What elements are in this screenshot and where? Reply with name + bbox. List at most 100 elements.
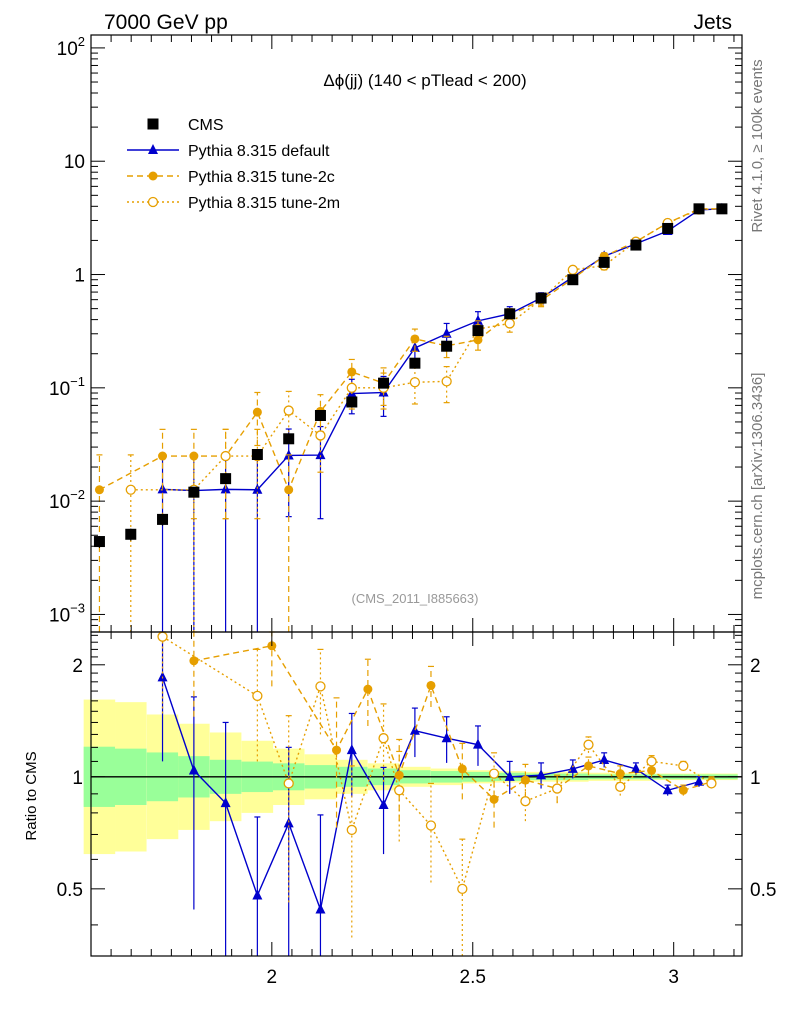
x-tick-label: 2	[267, 967, 278, 988]
ratio-line	[161, 677, 700, 913]
data-point	[147, 118, 159, 130]
data-point	[441, 340, 453, 352]
mc-point-filled	[520, 775, 530, 785]
mc-point-triangle	[504, 770, 515, 781]
ratio-y-tick-label-right: 2	[750, 656, 761, 677]
series-line	[130, 208, 722, 491]
data-point	[157, 513, 169, 525]
ratio-y-tick-label: 0.5	[57, 880, 83, 901]
ratio-y-tick-label: 2	[72, 656, 83, 677]
ratio-pythia-8-315-tune-2c	[189, 631, 716, 828]
y-tick-label: 10−3	[49, 600, 85, 626]
ratio-y-tick-label: 1	[72, 768, 83, 789]
mc-point-open	[504, 318, 515, 329]
y-tick-label: 10−1	[49, 374, 85, 400]
mc-point-open	[378, 733, 389, 744]
mc-point-triangle	[662, 784, 673, 795]
main-panel: 10−3 10−2 10−1 1 10 102 Δϕ(jj) (140 < pTlead …	[49, 34, 743, 633]
mc-point-filled	[347, 367, 357, 377]
legend-item: CMS	[147, 117, 224, 134]
mc-point-open	[706, 778, 717, 789]
data-point	[93, 536, 105, 548]
mc-point-filled	[426, 680, 436, 690]
mc-point-open	[346, 382, 357, 393]
mc-point-open	[520, 796, 531, 807]
mc-point-open	[252, 690, 263, 702]
mc-point-open	[283, 778, 294, 789]
mc-point-open	[646, 756, 657, 767]
ratio-panel: 0.5 0.5 1 1 2 2 2 2.5 3 Ratio to CMS	[23, 631, 776, 988]
data-point	[346, 396, 358, 408]
analysis-watermark: (CMS_2011_I885663)	[352, 591, 479, 606]
data-point	[283, 433, 295, 445]
mc-point-open	[457, 883, 468, 894]
data-point	[662, 222, 674, 234]
mc-point-open	[678, 760, 689, 772]
mc-point-open	[220, 450, 231, 462]
legend-item: Pythia 8.315 default	[127, 143, 330, 160]
mc-point-filled	[457, 764, 467, 774]
ratio-y-tick-label-right: 0.5	[750, 880, 776, 901]
mc-point-filled	[489, 794, 499, 804]
x-tick-label: 2.5	[460, 967, 486, 988]
data-point	[567, 274, 579, 286]
mc-point-triangle	[441, 732, 452, 743]
mc-point-open	[583, 739, 594, 750]
mc-point-triangle	[220, 797, 231, 808]
mc-point-filled	[252, 407, 262, 417]
rivet-label: Rivet 4.1.0, ≥ 100k events	[749, 59, 766, 232]
mc-point-triangle	[599, 753, 610, 764]
mc-point-open	[125, 484, 136, 495]
legend-label: Pythia 8.315 tune-2m	[188, 195, 340, 212]
data-point	[220, 473, 232, 485]
energy-label: 7000 GeV pp	[104, 11, 228, 34]
series-pythia-8-315-tune-2c	[94, 204, 727, 632]
mc-point-open	[315, 681, 326, 692]
x-tick-label: 3	[668, 967, 679, 988]
mc-point-open	[409, 377, 421, 388]
data-point	[251, 449, 263, 461]
mc-point-filled	[410, 334, 420, 344]
mc-point-open	[551, 783, 563, 794]
mc-point-open	[283, 405, 294, 416]
data-point	[630, 239, 642, 251]
mc-point-open	[346, 824, 357, 836]
mcplots-label: mcplots.cern.ch [arXiv:1306.3436]	[749, 373, 766, 600]
data-point	[125, 528, 137, 540]
mc-point-filled	[148, 171, 158, 181]
mc-point-open	[567, 264, 578, 275]
y-tick-label: 10	[64, 152, 85, 173]
mc-point-filled	[363, 684, 373, 694]
y-tick-label: 10−2	[49, 487, 85, 513]
mc-point-open	[157, 631, 168, 642]
mc-point-open	[394, 785, 405, 796]
mc-point-triangle	[378, 799, 389, 810]
series-pythia-8-315-tune-2m	[125, 203, 728, 632]
mc-point-triangle	[157, 671, 168, 682]
ratio-y-tick-label-right: 1	[750, 768, 761, 789]
mc-point-open	[441, 376, 452, 387]
data-point	[504, 308, 516, 320]
data-point	[693, 203, 705, 215]
mc-point-triangle	[536, 769, 547, 780]
category-label: Jets	[693, 11, 732, 34]
mc-point-triangle	[630, 762, 641, 773]
mc-point-filled	[678, 785, 688, 795]
data-point	[716, 203, 728, 215]
mc-point-triangle	[472, 738, 483, 749]
series-pythia-8-315-default	[157, 202, 727, 632]
mc-point-triangle	[188, 764, 199, 775]
mc-point-open	[147, 196, 159, 208]
mc-point-open	[425, 820, 437, 831]
mc-point-triangle	[252, 889, 263, 900]
mc-point-triangle	[315, 449, 326, 460]
mc-point-filled	[94, 485, 104, 495]
legend-item: Pythia 8.315 tune-2c	[127, 169, 335, 186]
legend-label: Pythia 8.315 default	[188, 143, 330, 160]
ratio-pythia-8-315-default	[157, 631, 705, 956]
mc-point-open	[488, 768, 500, 779]
series-line	[99, 208, 722, 492]
legend-label: Pythia 8.315 tune-2c	[188, 169, 335, 186]
legend: CMS Pythia 8.315 default Pythia 8.315 tune…	[127, 117, 340, 212]
